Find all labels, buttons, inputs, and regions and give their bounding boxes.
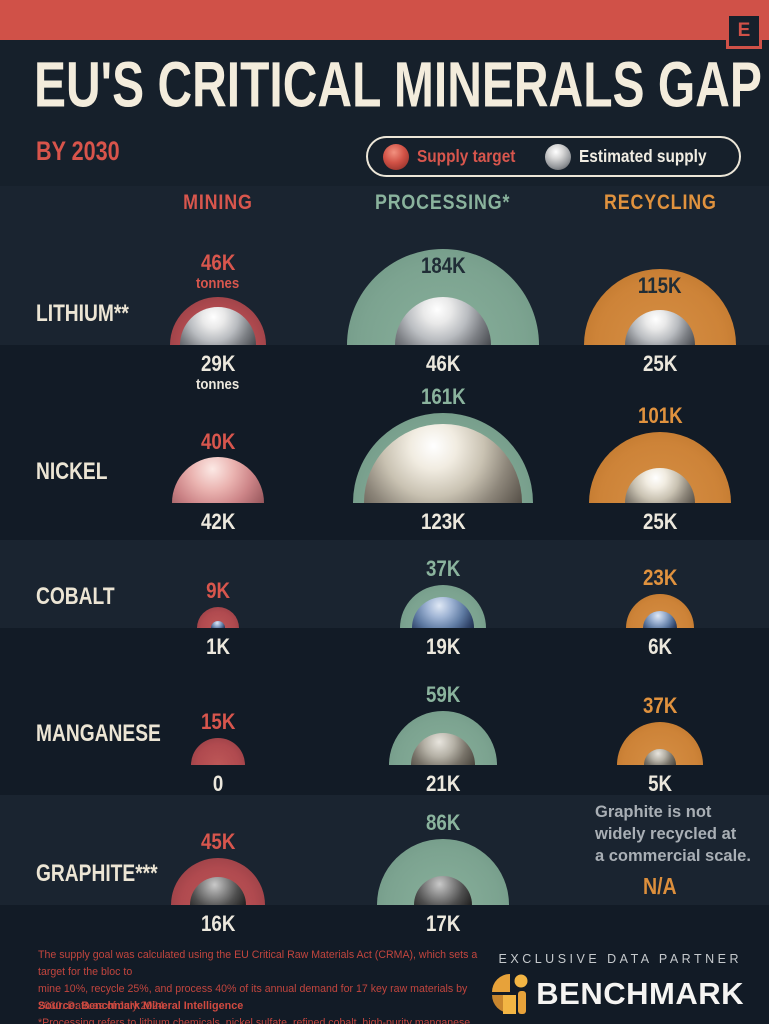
recycling-na-value: N/A [643, 873, 677, 899]
supply-value: 0 [212, 771, 224, 796]
estimated-supply-ball [644, 749, 676, 765]
target-value: 59K [425, 681, 461, 707]
page-title: EU'S CRITICAL MINERALS GAP [34, 49, 762, 121]
target-value: 15K [200, 708, 236, 734]
target-value: 101K [637, 402, 683, 428]
column-header-mining: MINING [183, 191, 253, 214]
legend: Supply target Estimated supply [366, 136, 741, 177]
supply-value: 25K [642, 351, 678, 376]
supply-value: 21K [425, 771, 461, 796]
recycling-note: Graphite is not widely recycled at a com… [595, 803, 751, 865]
supply-value: 25K [642, 509, 678, 534]
partner-logo-row: BENCHMARK [490, 972, 744, 1016]
source-text: Source: Benchmark Mineral Intelligence [38, 1000, 244, 1012]
target-value: 115K [638, 273, 682, 299]
supply-value: 123K [420, 509, 466, 534]
footer-band [0, 905, 769, 1024]
mineral-label: MANGANESE [36, 720, 161, 747]
target-value: 46K tonnes [196, 249, 240, 292]
column-header-recycling: RECYCLING [603, 191, 717, 214]
mineral-label: LITHIUM** [36, 300, 129, 327]
target-value: 40K [200, 429, 236, 455]
legend-item-estimated-supply: Estimated supply [545, 143, 724, 170]
publisher-e-logo: E [726, 13, 762, 49]
mineral-label: NICKEL [36, 458, 108, 485]
supply-value: 19K [425, 634, 461, 659]
legend-label: Supply target [417, 146, 516, 166]
supply-target-dome [196, 606, 240, 628]
supply-value: 42K [200, 509, 236, 534]
page-subtitle: BY 2030 [36, 136, 120, 166]
estimated-supply-sphere-icon [545, 143, 572, 170]
footnote-text: The supply goal was calculated using the… [38, 949, 478, 1024]
publisher-e-letter: E [737, 20, 751, 41]
target-value: 23K [642, 565, 678, 591]
target-value: 9K [206, 577, 230, 603]
row-band-manganese [0, 628, 769, 795]
column-header-processing: PROCESSING* [375, 191, 511, 214]
supply-target-sphere-icon [383, 143, 410, 170]
estimated-supply-ball [210, 620, 226, 628]
target-value: 184K [420, 252, 466, 278]
supply-value: 1K [206, 634, 230, 659]
legend-item-supply-target: Supply target [383, 143, 529, 170]
supply-value: 16K [200, 911, 236, 936]
supply-value: 17K [425, 911, 461, 936]
supply-value: 46K [425, 351, 461, 376]
target-value: 37K [642, 692, 678, 718]
supply-value: 29K tonnes [196, 351, 240, 393]
estimated-supply-ball [642, 610, 678, 628]
partner-name: BENCHMARK [536, 976, 744, 1011]
target-value: 161K [420, 384, 466, 410]
target-value: 37K [425, 555, 461, 581]
legend-label: Estimated supply [579, 146, 707, 166]
mineral-label: COBALT [36, 583, 115, 610]
mineral-label: GRAPHITE*** [36, 860, 158, 887]
top-accent-bar [0, 0, 769, 40]
target-value: 45K [200, 828, 236, 854]
target-value: 86K [425, 810, 461, 836]
benchmark-logo-icon [492, 974, 528, 1014]
supply-value: 5K [648, 771, 672, 796]
supply-value: 6K [648, 634, 672, 659]
partner-label: EXCLUSIVE DATA PARTNER [498, 952, 742, 966]
